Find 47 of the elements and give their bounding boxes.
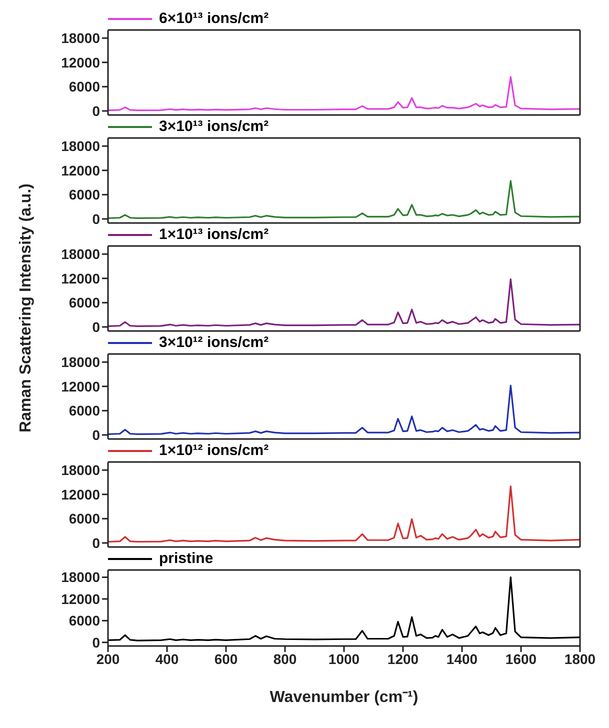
y-tick-label: 0 — [92, 634, 100, 650]
legend-label: 6×10¹³ ions/cm² — [159, 10, 269, 27]
x-tick-label: 1400 — [446, 650, 478, 667]
y-tick-label: 6000 — [68, 294, 100, 311]
x-tick-label: 1800 — [564, 650, 596, 667]
line-series — [108, 576, 580, 642]
y-tick-label: 18000 — [61, 246, 100, 262]
y-tick-label: 6000 — [68, 186, 100, 203]
y-tick-label: 12000 — [61, 378, 100, 394]
y-tick-label: 18000 — [61, 569, 100, 586]
y-tick-label: 12000 — [61, 54, 100, 70]
y-tick-label: 18000 — [61, 462, 100, 478]
x-axis-title: Wavenumber (cm⁻¹) — [270, 689, 418, 706]
y-tick-label: 12000 — [61, 486, 100, 502]
y-tick-label: 18000 — [61, 354, 100, 370]
line-series — [108, 384, 580, 435]
x-tick-label: 1200 — [387, 650, 419, 667]
line-series — [108, 278, 580, 327]
line-series — [108, 485, 580, 543]
y-tick-label: 12000 — [61, 162, 100, 178]
legend-label: 3×10¹³ ions/cm² — [159, 118, 269, 135]
y-tick-label: 6000 — [68, 78, 100, 95]
line-series — [108, 180, 580, 219]
y-tick-label: 6000 — [68, 402, 100, 419]
y-tick-label: 18000 — [61, 30, 100, 46]
x-tick-label: 600 — [214, 650, 238, 667]
y-tick-label: 12000 — [61, 270, 100, 286]
x-tick-label: 200 — [96, 650, 120, 667]
legend-label: pristine — [159, 550, 214, 567]
y-tick-label: 0 — [92, 102, 100, 119]
line-series — [108, 76, 580, 112]
legend-label: 1×10¹² ions/cm² — [159, 442, 269, 459]
y-tick-label: 12000 — [61, 590, 100, 607]
legend-label: 3×10¹² ions/cm² — [159, 334, 269, 351]
y-tick-label: 0 — [92, 426, 100, 443]
x-tick-label: 800 — [273, 650, 297, 667]
y-tick-label: 6000 — [68, 510, 100, 527]
legend-label: 1×10¹³ ions/cm² — [159, 226, 269, 243]
x-tick-label: 1000 — [328, 650, 360, 667]
y-tick-label: 0 — [92, 318, 100, 335]
y-tick-label: 18000 — [61, 138, 100, 154]
x-tick-label: 400 — [155, 650, 179, 667]
y-tick-label: 0 — [92, 534, 100, 551]
y-axis-title: Raman Scattering Intensity (a.u.) — [17, 184, 35, 432]
y-tick-label: 0 — [92, 210, 100, 227]
x-tick-label: 1600 — [505, 650, 537, 667]
y-tick-label: 6000 — [68, 612, 100, 629]
